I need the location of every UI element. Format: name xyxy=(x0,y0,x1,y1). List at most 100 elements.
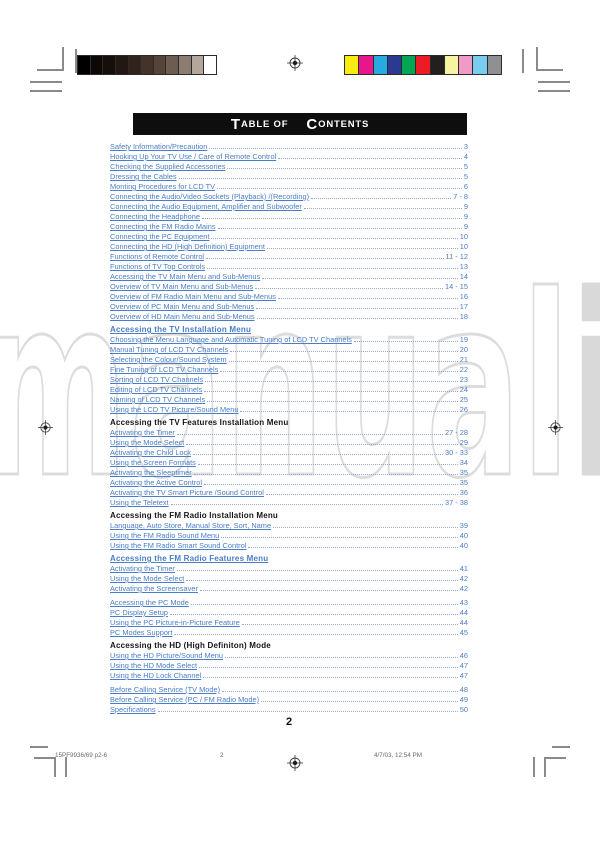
toc-entry-link[interactable]: Connecting the Headphone xyxy=(110,212,200,221)
toc-entry-page: 14 - 15 xyxy=(444,282,468,291)
toc-entry-link[interactable]: Dressing the Cables xyxy=(110,172,177,181)
section-heading[interactable]: Accessing the TV Installation Menu xyxy=(110,325,252,334)
toc-entry-link[interactable]: PC Display Setup xyxy=(110,608,168,617)
toc-entry-link[interactable]: Using the Teletext xyxy=(110,498,169,507)
dotted-leader xyxy=(255,288,443,289)
toc-entry-page: 50 xyxy=(459,705,468,714)
toc-entry-page: 5 xyxy=(463,172,468,181)
toc-entry-link[interactable]: Checking the Supplied Accessories xyxy=(110,162,226,171)
toc-entry-link[interactable]: Before Calling Service (PC / FM Radio Mo… xyxy=(110,695,260,704)
dotted-leader xyxy=(211,238,458,239)
dotted-leader xyxy=(207,401,458,402)
toc-entry-link[interactable]: Activating the Sleeptimer xyxy=(110,468,192,477)
toc-entry-link[interactable]: Connecting the FM Radio Mains xyxy=(110,222,216,231)
toc-entry-page: 47 xyxy=(459,661,468,670)
toc-entry: Choosing the Menu Language and Automatic… xyxy=(110,335,468,345)
toc-entry-page: 34 xyxy=(459,458,468,467)
watermark-outline-text: manual xyxy=(0,242,571,533)
toc-entry-link[interactable]: Using the Mode Select xyxy=(110,438,185,447)
toc-entry-link[interactable]: Hooking Up Your TV Use / Care of Remote … xyxy=(110,152,277,161)
toc-entry: Specifications 50 xyxy=(110,705,468,715)
toc-entry-link[interactable]: Overview of HD Main Menu and Sub-Menus xyxy=(110,312,255,321)
toc-entry-page: 11 - 12 xyxy=(445,252,468,261)
toc-entry-link[interactable]: Choosing the Menu Language and Automatic… xyxy=(110,335,352,344)
dotted-leader xyxy=(273,527,458,528)
toc-entry-link[interactable]: Activating the Active Control xyxy=(110,478,203,487)
crop-mark xyxy=(30,746,48,748)
color-swatch xyxy=(402,56,417,74)
toc-entry-link[interactable]: Using the HD Lock Channel xyxy=(110,671,202,680)
toc-entry-link[interactable]: Naming of LCD TV Channels xyxy=(110,395,206,404)
toc-entry-page: 17 xyxy=(459,302,468,311)
toc-entry-page: 21 xyxy=(459,355,468,364)
toc-entry-page: 44 xyxy=(459,608,468,617)
toc-entry-link[interactable]: Selecting the Colour/Sound System xyxy=(110,355,227,364)
dotted-leader xyxy=(157,711,458,712)
toc-entry: Activating the Timer 41 xyxy=(110,564,468,574)
toc-entry: Connecting the PC Equipment 10 xyxy=(110,232,468,242)
color-swatch xyxy=(373,56,388,74)
toc-entry-page: 39 xyxy=(459,521,468,530)
dotted-leader xyxy=(248,547,458,548)
toc-entry-page: 23 xyxy=(459,375,468,384)
color-swatch xyxy=(473,56,488,74)
toc-entry-link[interactable]: Connecting the PC Equipment xyxy=(110,232,210,241)
dotted-leader xyxy=(176,434,443,435)
toc-entry-link[interactable]: Using the Mode Select xyxy=(110,574,185,583)
toc-entry-link[interactable]: Using the FM Radio Sound Menu xyxy=(110,531,220,540)
toc-entry-link[interactable]: Overview of PC Main Menu and Sub-Menus xyxy=(110,302,255,311)
toc-entry-link[interactable]: Accessing the PC Mode xyxy=(110,598,189,607)
toc-entry-link[interactable]: Using the Screen Formats xyxy=(110,458,196,467)
toc-entry-page: 40 xyxy=(459,531,468,540)
toc-entry-link[interactable]: Monting Procedures for LCD TV xyxy=(110,182,216,191)
dotted-leader xyxy=(277,298,458,299)
toc-entry-link[interactable]: Specifications xyxy=(110,705,156,714)
toc-entry-link[interactable]: Editing of LCD TV Channels xyxy=(110,385,203,394)
toc-entry-link[interactable]: Accessing the TV Main Menu and Sub-Menus xyxy=(110,272,261,281)
toc-entry-link[interactable]: Before Calling Service (TV Mode) xyxy=(110,685,221,694)
toc-entry-link[interactable]: Sorting of LCD TV Channels xyxy=(110,375,204,384)
toc-entry-link[interactable]: Fine Tuning of LCD TV Channels xyxy=(110,365,219,374)
toc-entry-link[interactable]: Using the HD Picture/Sound Menu xyxy=(110,651,223,660)
toc-entry: Functions of Remote Control 11 - 12 xyxy=(110,252,468,262)
toc-entry-link[interactable]: Using the PC Picture-in-Picture Feature xyxy=(110,618,240,627)
toc-entry-link[interactable]: Using the FM Radio Smart Sound Control xyxy=(110,541,247,550)
toc-entry-link[interactable]: Activating the Screensaver xyxy=(110,584,198,593)
dotted-leader xyxy=(227,168,462,169)
toc-entry: Activating the TV Smart Picture /Sound C… xyxy=(110,488,468,498)
section-heading[interactable]: Accessing the FM Radio Features Menu xyxy=(110,554,269,563)
toc-entry-link[interactable]: PC Modes Support xyxy=(110,628,173,637)
toc-entry-link[interactable]: Overview of TV Main Menu and Sub-Menus xyxy=(110,282,254,291)
toc-entry-link[interactable]: Overview of FM Radio Main Menu and Sub-M… xyxy=(110,292,276,301)
toc-entry-page: 5 xyxy=(463,162,468,171)
toc-entry-link[interactable]: Functions of TV Top Controls xyxy=(110,262,206,271)
toc-entry-link[interactable]: Activating the Child Lock xyxy=(110,448,191,457)
toc-entry-link[interactable]: Functions of Remote Control xyxy=(110,252,205,261)
dotted-leader xyxy=(303,208,462,209)
toc-entry-page: 27 - 28 xyxy=(444,428,468,437)
toc-entry-page: 43 xyxy=(459,598,468,607)
toc-entry: Accessing the PC Mode 43 xyxy=(110,598,468,608)
color-calibration-bar xyxy=(344,55,502,75)
toc-entry-link[interactable]: Manual Tuning of LCD TV Channels xyxy=(110,345,229,354)
toc-entry-link[interactable]: Using the LCD TV Picture/Sound Menu xyxy=(110,405,239,414)
toc-entry-link[interactable]: Connecting the Audio/Video Sockets (Play… xyxy=(110,192,310,201)
dotted-leader xyxy=(176,570,458,571)
dotted-leader xyxy=(261,701,458,702)
dotted-leader xyxy=(197,464,458,465)
toc-entry-link[interactable]: Using the HD Mode Select xyxy=(110,661,198,670)
toc-entry-link[interactable]: Safety Information/Precaution xyxy=(110,142,208,151)
toc-entry-link[interactable]: Activating the Timer xyxy=(110,428,175,437)
toc-entry-link[interactable]: Activating the Timer xyxy=(110,564,175,573)
toc-entry-link[interactable]: Connecting the HD (High Definition) Equi… xyxy=(110,242,265,251)
toc-entry: Using the Mode Select 29 xyxy=(110,438,468,448)
title-text-able-of: ABLE OF xyxy=(241,118,289,130)
toc-entry-link[interactable]: Activating the TV Smart Picture /Sound C… xyxy=(110,488,264,497)
dotted-leader xyxy=(193,474,458,475)
grayscale-swatch xyxy=(128,56,142,74)
color-swatch xyxy=(444,56,460,74)
toc-entry-link[interactable]: Connecting the Audio Equipment, Amplifie… xyxy=(110,202,302,211)
toc-entry-link[interactable]: Language, Auto Store, Manual Store, Sort… xyxy=(110,521,272,530)
toc-entry: Activating the Active Control 35 xyxy=(110,478,468,488)
